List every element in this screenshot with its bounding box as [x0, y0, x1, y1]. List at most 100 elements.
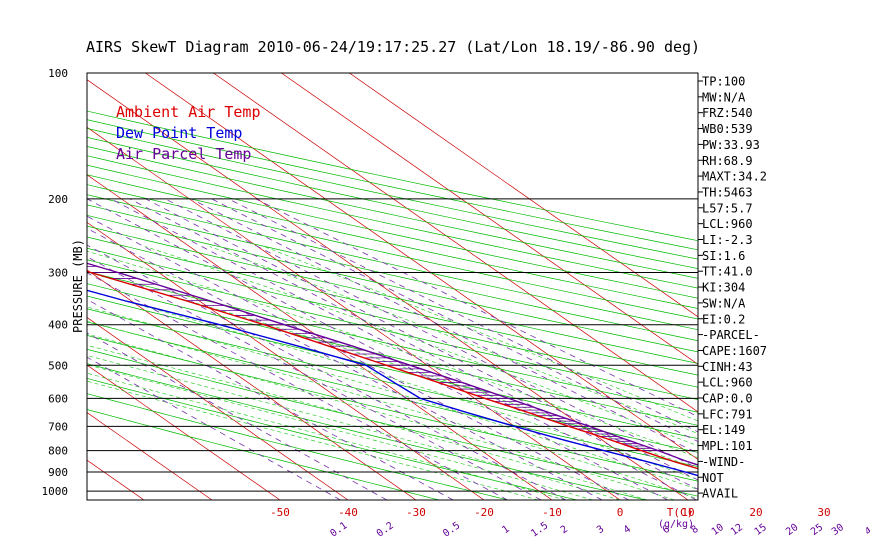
mixing-ratio-tick-label: 15 — [753, 522, 769, 538]
mixing-ratio-line — [165, 198, 698, 469]
index-label: TH:5463 — [702, 185, 753, 199]
y-axis-label: PRESSURE (MB) — [71, 239, 85, 333]
moist-adiabat-line — [263, 246, 698, 422]
temperature-tick-label: -20 — [474, 506, 494, 519]
moist-adiabat-line — [87, 355, 621, 500]
isotherm-line — [0, 73, 8, 500]
index-label: EI:0.2 — [702, 312, 745, 326]
pressure-tick-label: 500 — [48, 359, 68, 372]
pressure-tick-label: 600 — [48, 392, 68, 405]
index-label: LCL:960 — [702, 376, 753, 390]
dry-adiabat-line — [87, 128, 698, 260]
mixing-ratio-tick-label: 8 — [689, 524, 700, 536]
chart-title: AIRS SkewT Diagram 2010-06-24/19:17:25.2… — [86, 38, 700, 56]
mixing-ratio-tick-label: 20 — [784, 522, 800, 538]
ambient-temp-line — [87, 270, 698, 470]
mixing-ratio-line — [228, 198, 698, 433]
index-label: SI:1.6 — [702, 249, 745, 263]
mixing-ratio-line — [87, 298, 454, 500]
isotherm-line — [87, 221, 485, 500]
mixing-ratio-tick-label: 12 — [729, 522, 745, 538]
mixing-ratio-tick-label: 4 — [622, 524, 633, 536]
moist-adiabat-line — [87, 250, 698, 459]
index-label: KI:304 — [702, 281, 745, 295]
mixing-ratio-tick-label: 30 — [830, 522, 846, 538]
index-label: AVAIL — [702, 487, 738, 501]
dry-adiabat-line — [87, 119, 698, 251]
dry-adiabat-line — [87, 409, 440, 500]
mixing-ratio-tick-label: 1.5 — [529, 520, 550, 539]
legend: Ambient Air Temp Dew Point Temp Air Parcel… — [116, 103, 261, 163]
pressure-tick-label: 1000 — [42, 485, 69, 498]
dry-adiabat-line — [87, 236, 698, 376]
index-label: CAPE:1607 — [702, 344, 767, 358]
temperature-tick-label: -30 — [406, 506, 426, 519]
dry-adiabat-line — [87, 393, 509, 500]
temperature-tick-label: 10 — [681, 506, 694, 519]
mixing-ratio-tick-label: 40 — [863, 522, 870, 538]
plot-frame — [86, 72, 699, 501]
legend-entry: Ambient Air Temp — [116, 103, 261, 121]
dry-adiabat-line — [87, 194, 698, 331]
mixing-ratio-tick-label: 6 — [661, 524, 672, 536]
pressure-tick-label: 700 — [48, 420, 68, 433]
pressure-tick-label: 900 — [48, 466, 68, 479]
dry-adiabat-line — [87, 335, 698, 482]
moist-adiabat-line — [87, 271, 698, 470]
dry-adiabat-line — [87, 271, 698, 413]
temperature-tick-label: 0 — [617, 506, 624, 519]
mixing-ratio-line — [87, 256, 542, 500]
dew-point-line — [87, 289, 698, 477]
index-label: -WIND- — [702, 455, 745, 469]
index-label: TT:41.0 — [702, 265, 753, 279]
parcel-line — [87, 262, 698, 466]
mixing-ratio-line — [87, 227, 603, 500]
temperature-tick-label: -10 — [542, 506, 562, 519]
mixing-ratio-line — [87, 215, 629, 500]
dry-adiabat-line — [87, 164, 698, 299]
isotherm-line — [87, 317, 349, 500]
moist-adiabat-line — [87, 372, 566, 500]
pressure-tick-label: 800 — [48, 445, 68, 458]
index-label: CINH:43 — [702, 360, 753, 374]
dry-adiabat-line — [87, 214, 698, 353]
index-label: EL:149 — [702, 423, 745, 437]
mixing-ratio-line — [110, 198, 697, 500]
pressure-tick-label: 300 — [48, 267, 68, 280]
pressure-tick-label: 400 — [48, 319, 68, 332]
index-label: MW:N/A — [702, 90, 746, 104]
temperature-tick-label: 30 — [817, 506, 830, 519]
index-label: CAP:0.0 — [702, 392, 753, 406]
moist-adiabat-line — [87, 290, 698, 480]
moist-adiabat-line — [87, 364, 593, 500]
mixing-ratio-line — [191, 198, 698, 454]
index-label: LI:-2.3 — [702, 233, 753, 247]
index-label: L57:5.7 — [702, 201, 753, 215]
mixing-ratio-tick-label: 25 — [809, 522, 825, 538]
index-label: SW:N/A — [702, 296, 746, 310]
temperature-unit-label: T(C) — [667, 506, 694, 519]
cape-shading — [87, 265, 659, 452]
dry-adiabat-line — [87, 184, 698, 320]
dry-adiabat-line — [87, 295, 698, 440]
moist-adiabat-line — [87, 306, 698, 490]
dry-adiabat-line — [87, 146, 698, 279]
mixing-ratio-line — [87, 244, 567, 500]
mixing-ratio-tick-label: 0.1 — [328, 520, 349, 539]
index-label: WB0:539 — [702, 122, 753, 136]
dry-adiabat-line — [87, 377, 578, 500]
mixing-ratio-line — [87, 356, 341, 500]
moist-adiabat-line — [87, 344, 648, 500]
index-label: FRZ:540 — [702, 106, 753, 120]
mixing-ratio-tick-label: 10 — [710, 522, 726, 538]
dry-adiabat-line — [87, 283, 698, 426]
pressure-tick-label: 200 — [48, 193, 68, 206]
moist-adiabat-line — [87, 333, 675, 500]
isotherm-line — [349, 73, 698, 318]
dry-adiabat-line — [87, 225, 698, 364]
moist-adiabat-line — [209, 246, 698, 435]
dry-adiabat-line — [87, 204, 698, 342]
dry-adiabat-line — [87, 348, 698, 497]
